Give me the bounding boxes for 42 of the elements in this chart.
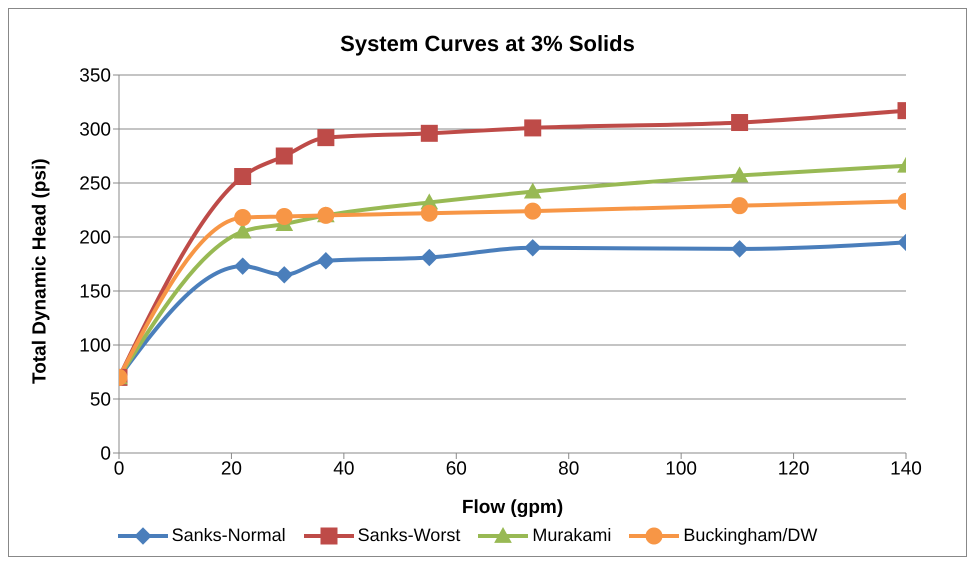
x-tick-label: 40 [333,458,354,480]
x-tick-label: 20 [220,458,242,480]
x-tick-label: 140 [890,458,922,480]
point [524,239,542,256]
y-tick-label: 100 [79,336,111,357]
y-tick-label: 200 [79,228,111,249]
point [731,197,748,214]
chart-title: System Curves at 3% Solids [339,31,636,57]
point [276,266,293,284]
point [524,202,542,220]
point [420,124,438,142]
point [731,240,748,258]
point [276,208,293,225]
y-tick-label: 350 [79,66,111,87]
x-axis-title: Flow (gpm) [462,497,564,518]
legend-label: Buckingham/DW [682,525,818,546]
point [731,166,748,182]
point [234,168,252,186]
y-axis-title: Total Dynamic Head (psi) [30,158,51,384]
x-tick-label: 100 [665,458,697,480]
point [524,119,542,136]
point [317,129,334,146]
point [420,204,438,222]
x-tick-label: 0 [114,458,124,480]
x-tick-label: 120 [778,458,810,480]
legend-label: Sanks-Worst [356,525,460,546]
point [731,114,748,132]
y-tick-label: 300 [79,120,111,141]
point [234,209,252,226]
legend-label: Murakami [531,525,612,546]
point [524,183,542,199]
y-tick-label: 150 [79,282,111,303]
x-tick-label: 80 [558,458,580,480]
legend-label: Sanks-Normal [170,525,286,546]
point [420,249,438,266]
x-tick-label: 60 [446,458,467,480]
point [276,148,293,164]
y-tick-label: 0 [100,444,111,465]
point [234,258,252,275]
point [317,252,334,270]
y-tick-label: 50 [90,390,111,411]
y-tick-label: 250 [79,174,111,195]
